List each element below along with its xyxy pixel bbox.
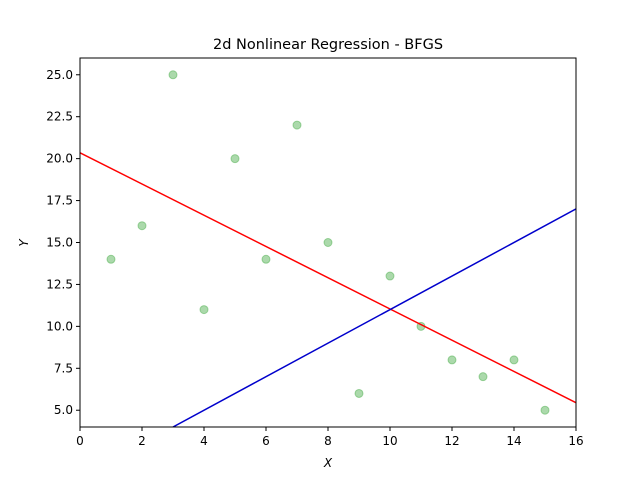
scatter-point — [447, 355, 457, 365]
scatter-point — [509, 355, 519, 365]
y-tick-label: 10.0 — [46, 319, 73, 333]
x-tick-label: 12 — [444, 434, 459, 448]
y-tick-label: 17.5 — [46, 194, 73, 208]
scatter-point — [354, 388, 364, 398]
scatter-point — [106, 254, 116, 264]
x-tick-label: 16 — [568, 434, 583, 448]
x-tick-label: 0 — [76, 434, 84, 448]
plot-area — [80, 58, 576, 427]
y-tick-label: 22.5 — [46, 110, 73, 124]
x-tick-label: 6 — [262, 434, 270, 448]
y-tick-label: 20.0 — [46, 152, 73, 166]
scatter-point — [199, 305, 209, 315]
scatter-point — [478, 372, 488, 382]
x-axis: 0 2 4 6 8 10 12 14 16 — [76, 427, 584, 448]
y-tick-label: 25.0 — [46, 68, 73, 82]
scatter-point — [385, 271, 395, 281]
scatter-point — [292, 120, 302, 130]
x-tick-label: 2 — [138, 434, 146, 448]
regression-line-1 — [80, 152, 576, 404]
scatter-point — [261, 254, 271, 264]
scatter-point — [540, 405, 550, 415]
x-tick-label: 4 — [200, 434, 208, 448]
y-tick-label: 5.0 — [54, 403, 73, 417]
x-tick-label: 8 — [324, 434, 332, 448]
scatter-point — [168, 70, 178, 80]
series-layer — [80, 70, 576, 427]
y-tick-label: 7.5 — [54, 361, 73, 375]
y-axis-label: Y — [17, 238, 31, 247]
scatter-point — [230, 154, 240, 164]
regression-line-2 — [172, 208, 576, 427]
y-tick-label: 12.5 — [46, 277, 73, 291]
scatter-point — [137, 221, 147, 231]
chart-title: 2d Nonlinear Regression - BFGS — [213, 37, 443, 53]
x-tick-label: 10 — [382, 434, 397, 448]
x-axis-label: X — [323, 456, 333, 470]
y-tick-label: 15.0 — [46, 236, 73, 250]
y-axis: 5.0 7.5 10.0 12.5 15.0 17.5 20.0 22.5 25.0 — [46, 68, 80, 417]
x-tick-label: 14 — [506, 434, 521, 448]
scatter-point — [323, 238, 333, 247]
